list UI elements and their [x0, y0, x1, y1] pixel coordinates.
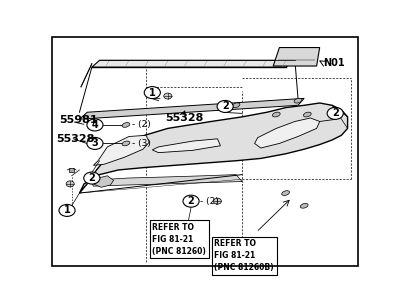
Text: 55328: 55328 [56, 134, 94, 144]
Text: 3: 3 [92, 138, 98, 148]
Ellipse shape [300, 203, 308, 208]
Ellipse shape [272, 112, 280, 117]
Text: 55981: 55981 [59, 115, 98, 125]
Polygon shape [273, 47, 320, 66]
Ellipse shape [304, 112, 311, 117]
Polygon shape [92, 60, 295, 67]
Circle shape [164, 93, 172, 99]
Text: 2: 2 [222, 101, 228, 112]
Ellipse shape [294, 98, 302, 103]
Circle shape [217, 100, 233, 112]
Text: 55328: 55328 [165, 113, 203, 123]
Bar [70, 168, 74, 172]
Ellipse shape [122, 141, 130, 146]
Polygon shape [90, 175, 242, 186]
Text: 2: 2 [88, 173, 95, 183]
Text: REFER TO
FIG 81-21
(PNC 81260): REFER TO FIG 81-21 (PNC 81260) [152, 223, 206, 256]
Text: - (2): - (2) [200, 197, 219, 206]
Polygon shape [94, 176, 114, 187]
Circle shape [213, 198, 222, 204]
Circle shape [87, 119, 103, 131]
Text: REFER TO
FIG 81-21
(PNC 81260B): REFER TO FIG 81-21 (PNC 81260B) [214, 239, 274, 272]
Circle shape [183, 195, 199, 207]
Circle shape [59, 204, 75, 216]
Text: - (3): - (3) [132, 139, 151, 148]
Text: 1: 1 [149, 88, 156, 98]
Text: 2: 2 [188, 196, 194, 206]
Text: 4: 4 [92, 120, 98, 130]
Circle shape [84, 172, 100, 184]
Text: 1: 1 [64, 206, 70, 215]
Text: 2: 2 [332, 108, 338, 118]
Text: - (2): - (2) [132, 120, 151, 129]
Circle shape [327, 107, 343, 119]
Text: N01: N01 [323, 58, 344, 68]
Circle shape [144, 87, 160, 99]
Circle shape [66, 181, 74, 187]
Polygon shape [94, 135, 149, 165]
Ellipse shape [122, 123, 130, 127]
Polygon shape [80, 103, 348, 193]
Polygon shape [152, 139, 220, 153]
Polygon shape [255, 118, 320, 148]
Polygon shape [80, 98, 304, 119]
Circle shape [87, 137, 103, 149]
Ellipse shape [232, 103, 240, 108]
Ellipse shape [282, 191, 290, 196]
